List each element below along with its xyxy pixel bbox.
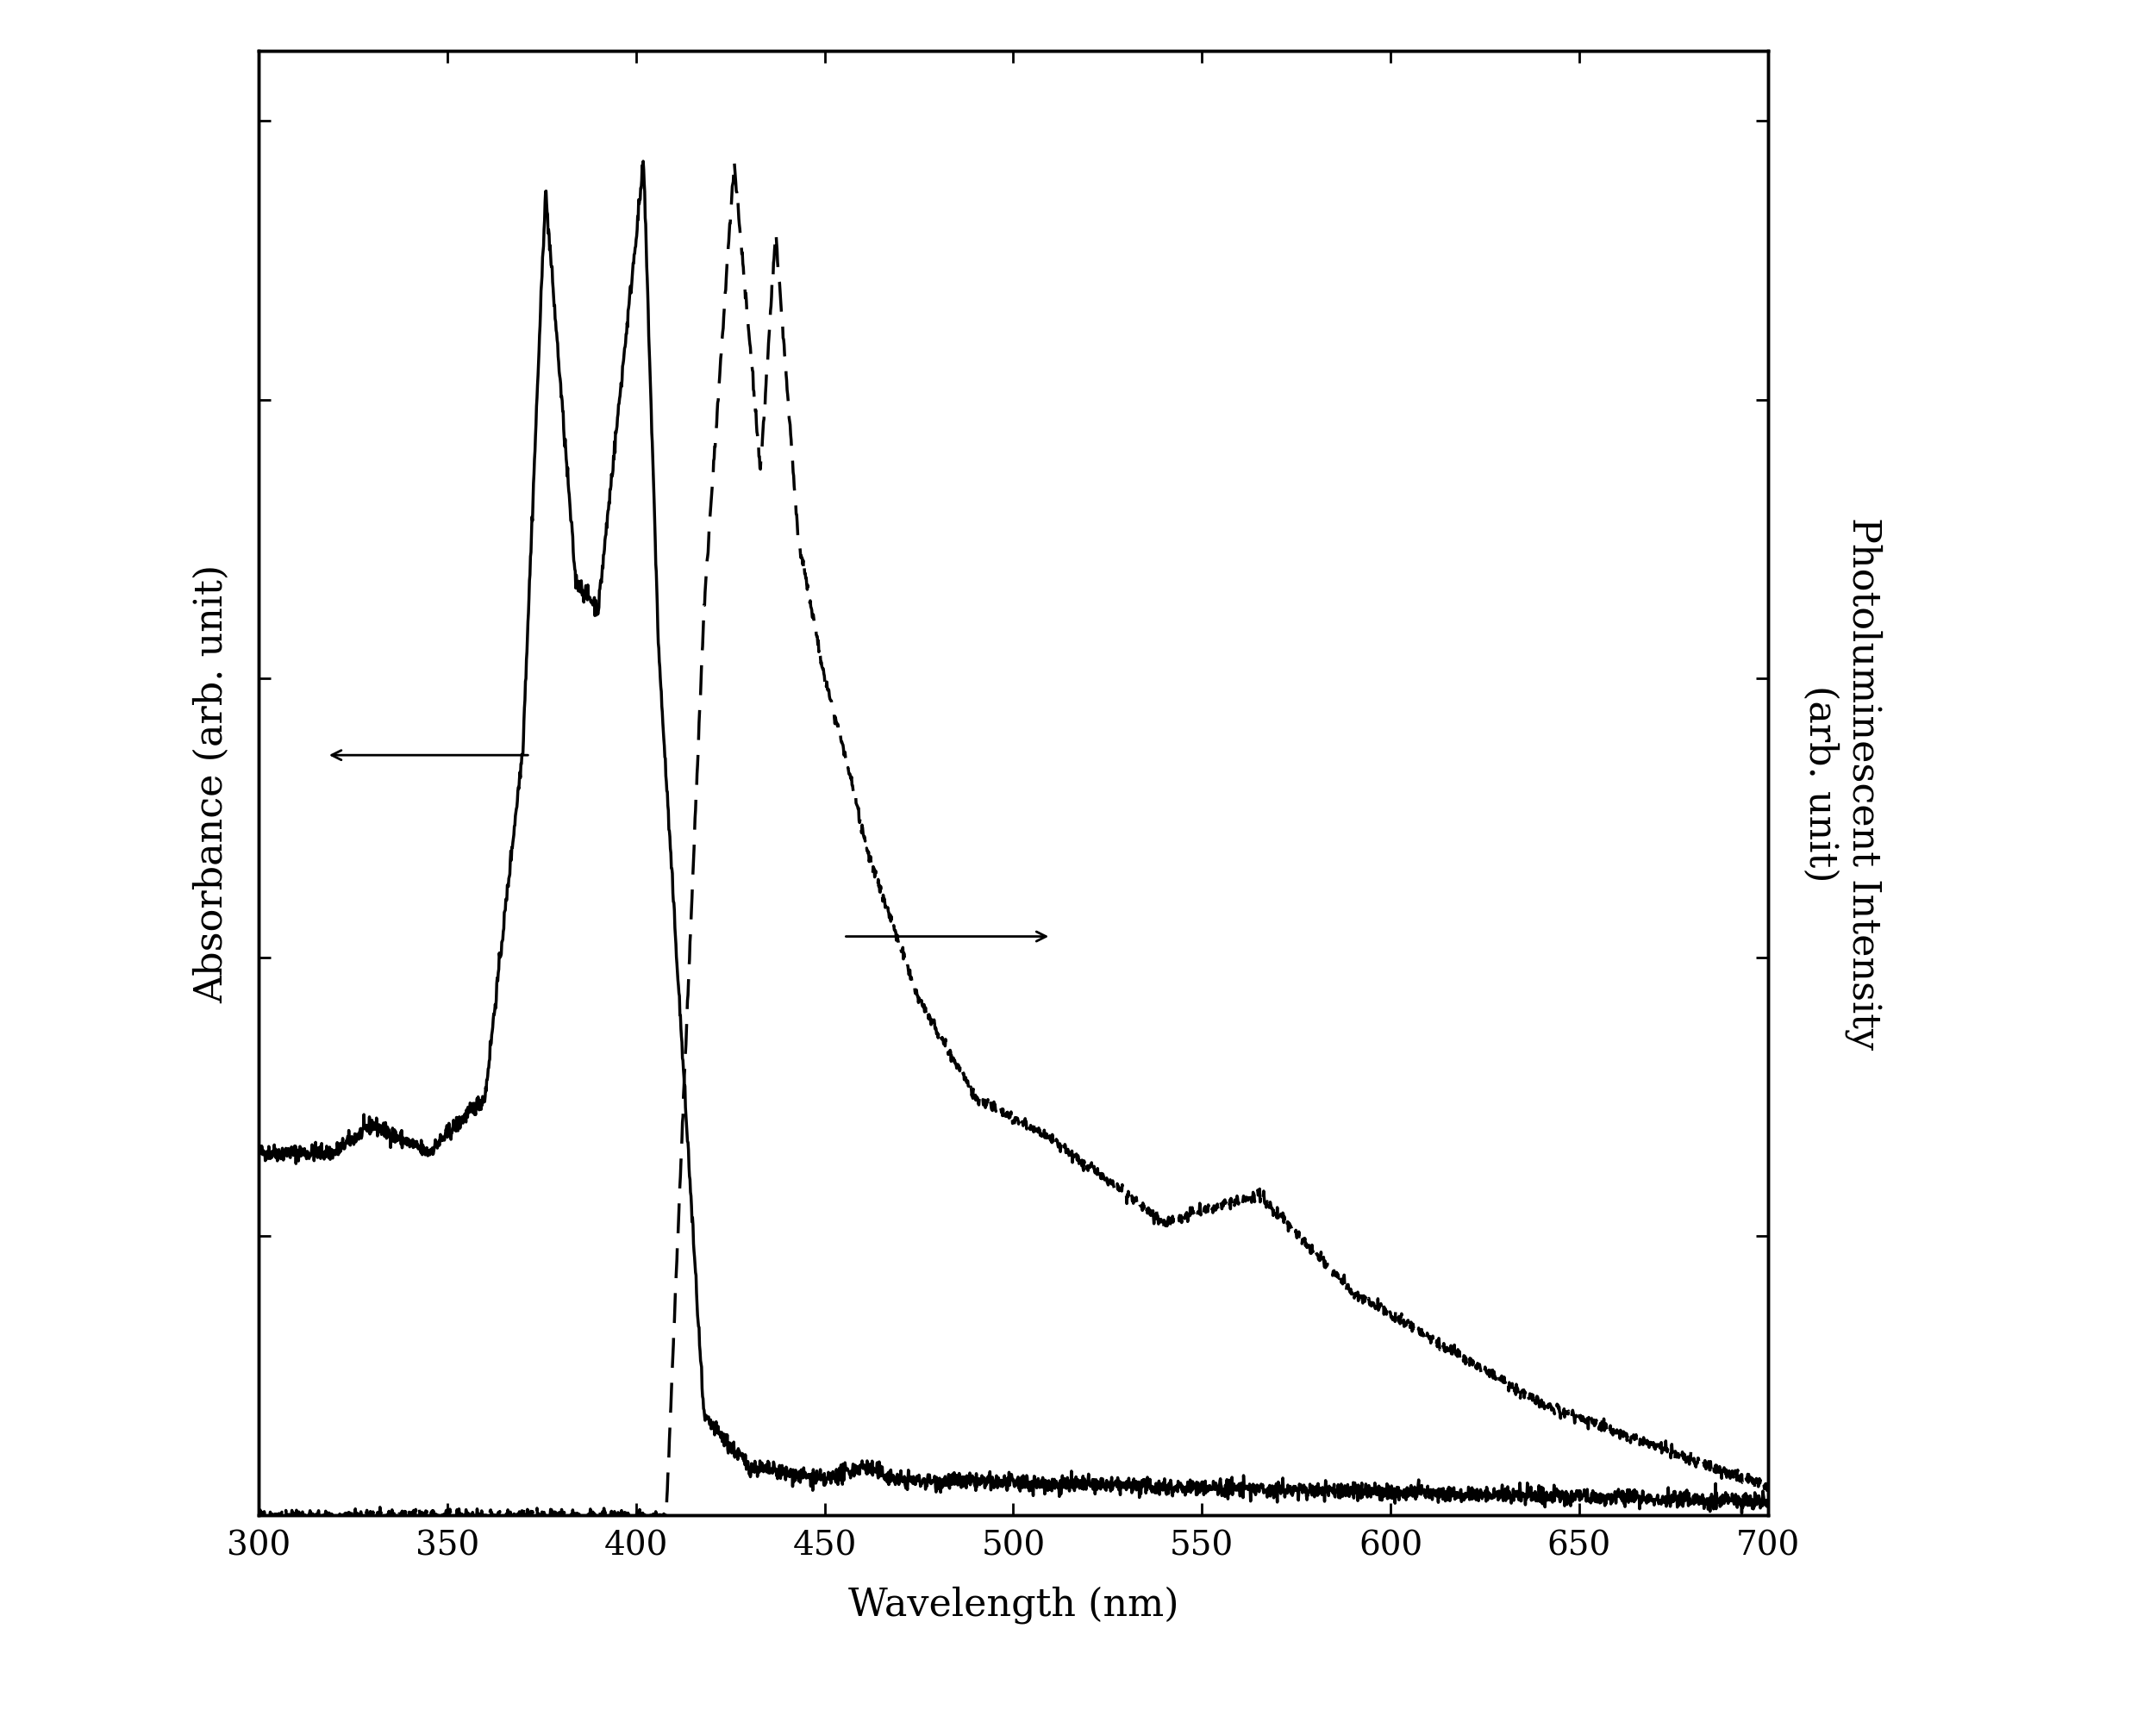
Y-axis label: Absorbance (arb. unit): Absorbance (arb. unit) [194, 565, 231, 1002]
Y-axis label: Photoluminescent Intensity
(arb. unit): Photoluminescent Intensity (arb. unit) [1802, 517, 1882, 1050]
X-axis label: Wavelength (nm): Wavelength (nm) [847, 1586, 1179, 1624]
